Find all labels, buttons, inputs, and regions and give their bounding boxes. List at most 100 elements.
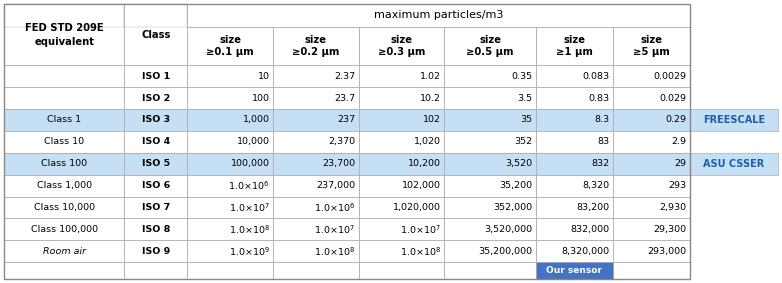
Bar (359, 65, 444, 87)
Bar (4, 4, 124, 27)
Text: Class 100: Class 100 (41, 159, 88, 168)
Text: ISO 9: ISO 9 (142, 247, 170, 256)
Bar (613, 27, 690, 65)
Bar (188, 65, 273, 87)
Bar (613, 65, 690, 87)
Bar (4, 197, 124, 218)
Bar (4, 218, 124, 240)
Bar (188, 27, 273, 65)
Text: 832: 832 (592, 159, 610, 168)
Text: Class 100,000: Class 100,000 (30, 225, 98, 234)
Bar (273, 27, 359, 65)
Bar (536, 131, 613, 153)
Bar (124, 4, 188, 27)
Bar (613, 27, 690, 65)
Bar (359, 131, 444, 153)
Text: 10.2: 10.2 (420, 94, 441, 102)
Text: 0.0029: 0.0029 (654, 72, 687, 81)
Bar (273, 197, 359, 218)
Bar (4, 262, 124, 279)
Bar (359, 197, 444, 218)
Bar (273, 240, 359, 262)
Bar (4, 4, 690, 279)
Bar (613, 262, 690, 279)
Text: 8,320,000: 8,320,000 (561, 247, 610, 256)
Bar (359, 87, 444, 109)
Text: 1.02: 1.02 (420, 72, 441, 81)
Bar (273, 262, 359, 279)
Bar (124, 4, 188, 27)
Bar (536, 262, 613, 279)
Text: $1.0{\times}10^8$: $1.0{\times}10^8$ (314, 245, 355, 258)
Text: size
≥1 μm: size ≥1 μm (556, 35, 593, 57)
Text: 3.5: 3.5 (517, 94, 533, 102)
Bar (124, 175, 188, 197)
Bar (536, 109, 613, 131)
Bar (188, 153, 273, 175)
Bar (124, 4, 188, 65)
Bar (4, 109, 124, 131)
Text: Class 10: Class 10 (44, 137, 84, 146)
Text: 35,200,000: 35,200,000 (478, 247, 533, 256)
Bar (124, 262, 188, 279)
Bar (536, 218, 613, 240)
Bar (359, 240, 444, 262)
Bar (359, 175, 444, 197)
Bar (444, 175, 536, 197)
Text: 832,000: 832,000 (571, 225, 610, 234)
Text: $1.0{\times}10^7$: $1.0{\times}10^7$ (314, 223, 355, 236)
Bar (536, 175, 613, 197)
Text: 2.37: 2.37 (334, 72, 355, 81)
Text: size
≥0.2 μm: size ≥0.2 μm (292, 35, 339, 57)
Bar (613, 87, 690, 109)
Text: 2.9: 2.9 (672, 137, 687, 146)
Bar (4, 197, 124, 218)
Bar (444, 153, 536, 175)
Bar (359, 109, 444, 131)
Bar (536, 27, 613, 65)
Bar (444, 262, 536, 279)
Bar (188, 87, 273, 109)
Bar (613, 197, 690, 218)
Bar (273, 153, 359, 175)
Bar (359, 109, 444, 131)
Bar (359, 131, 444, 153)
Bar (4, 65, 124, 87)
Bar (444, 262, 536, 279)
Text: ISO 2: ISO 2 (142, 94, 170, 102)
Bar (359, 262, 444, 279)
Bar (536, 262, 613, 279)
Text: 237,000: 237,000 (316, 181, 355, 190)
Bar (124, 175, 188, 197)
Bar (124, 153, 188, 175)
Text: 8.3: 8.3 (594, 115, 610, 125)
Text: size
≥0.3 μm: size ≥0.3 μm (378, 35, 425, 57)
Bar (4, 4, 124, 65)
Text: 2,370: 2,370 (328, 137, 355, 146)
Bar (536, 175, 613, 197)
Bar (188, 175, 273, 197)
Bar (444, 153, 536, 175)
Bar (613, 153, 690, 175)
Bar (4, 109, 124, 131)
Bar (536, 27, 613, 65)
Bar (536, 218, 613, 240)
Text: 3,520: 3,520 (505, 159, 533, 168)
Text: ISO 7: ISO 7 (142, 203, 170, 212)
Text: 0.83: 0.83 (589, 94, 610, 102)
Bar (536, 65, 613, 87)
Bar (536, 153, 613, 175)
Text: $1.0{\times}10^8$: $1.0{\times}10^8$ (228, 223, 270, 236)
Text: maximum particles/m3: maximum particles/m3 (374, 10, 504, 20)
Bar (124, 218, 188, 240)
Text: 100,000: 100,000 (231, 159, 270, 168)
Bar (188, 197, 273, 218)
Bar (536, 131, 613, 153)
Text: 29,300: 29,300 (654, 225, 687, 234)
Bar (188, 218, 273, 240)
Bar (4, 153, 124, 175)
Text: Class: Class (142, 30, 170, 40)
Bar (188, 109, 273, 131)
Text: 83: 83 (597, 137, 610, 146)
Bar (124, 109, 188, 131)
